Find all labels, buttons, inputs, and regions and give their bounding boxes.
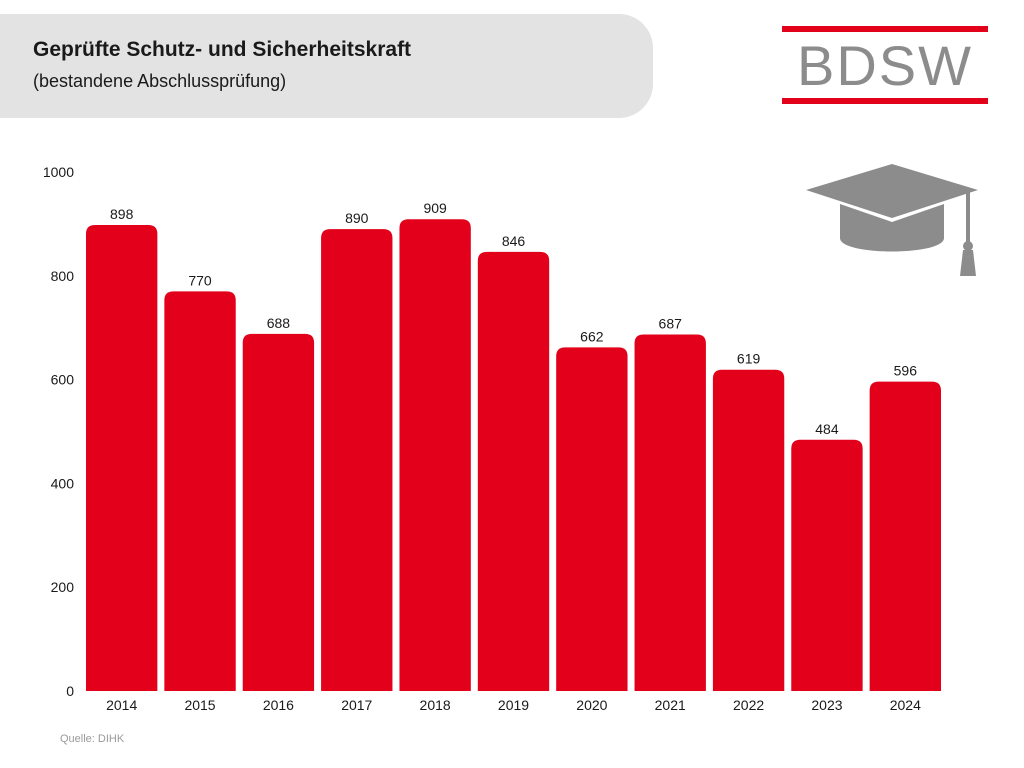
data-label: 898 [110,206,134,222]
bar-2020 [556,347,628,691]
bar-2018 [399,219,471,691]
y-tick-label: 400 [51,475,75,491]
data-label: 687 [659,315,683,331]
graduation-cap-icon [806,164,978,276]
logo-text: BDSW [797,34,973,97]
bar-2015 [164,291,236,691]
y-tick-label: 600 [51,372,75,388]
bar-2019 [477,251,550,691]
y-tick-label: 200 [51,579,75,595]
x-tick-label: 2019 [498,697,529,713]
source-note: Quelle: DIHK [60,733,125,745]
bar-2017 [321,229,393,691]
bar-2014 [86,224,158,692]
data-label: 619 [737,351,761,367]
data-label: 770 [188,272,212,288]
x-tick-label: 2014 [106,697,137,713]
logo-top-bar [782,26,988,32]
chart-subtitle: (bestandene Abschlussprüfung) [33,71,287,91]
x-tick-label: 2017 [341,697,372,713]
y-tick-label: 0 [66,683,74,699]
data-label: 688 [267,315,291,331]
data-label: 596 [894,363,918,379]
bar-2023 [791,439,863,691]
logo-bottom-bar [782,98,988,104]
chart-title: Geprüfte Schutz- und Sicherheitskraft [33,38,412,61]
x-tick-label: 2024 [890,697,921,713]
cap-tassel [960,250,976,276]
x-tick-label: 2021 [655,697,686,713]
data-label: 909 [423,200,447,216]
bar-2024 [869,381,941,691]
data-label: 662 [580,328,604,344]
x-tick-label: 2016 [263,697,294,713]
data-label: 846 [502,233,526,249]
bar-2016 [242,333,315,691]
x-axis: 2014 2015 2016 2017 2018 2019 2020 2021 2022 2023… [106,697,921,713]
bar-2022 [712,369,785,691]
cap-cord [892,188,970,246]
bdsw-logo: BDSW [782,26,988,106]
cap-base [840,204,944,252]
y-tick-label: 800 [51,268,75,284]
x-tick-label: 2022 [733,697,764,713]
bars: 898 770 688 890 909 846 662 687 619 484 596 [86,200,941,692]
header-panel [0,14,653,118]
x-tick-label: 2015 [184,697,215,713]
y-tick-label: 1000 [43,164,74,180]
bar-2021 [634,334,706,691]
data-label: 484 [815,421,839,437]
y-axis: 0 200 400 600 800 1000 [43,164,74,699]
cap-tassel-knot [963,241,973,251]
x-tick-label: 2023 [811,697,842,713]
x-tick-label: 2020 [576,697,607,713]
x-tick-label: 2018 [420,697,451,713]
data-label: 890 [345,210,369,226]
